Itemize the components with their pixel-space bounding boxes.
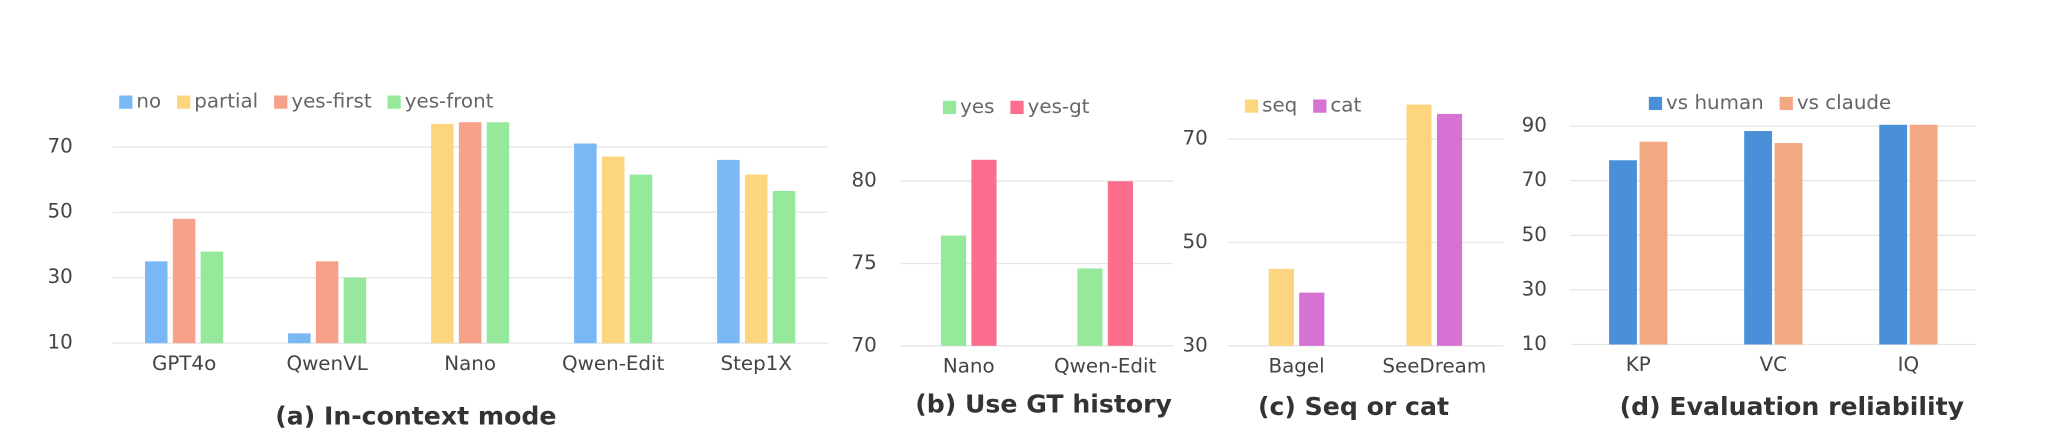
bar: [1879, 124, 1908, 345]
bar: [315, 261, 339, 344]
bar: [145, 261, 168, 344]
x-tick-label: Qwen-Edit: [562, 352, 665, 375]
bar: [1077, 268, 1103, 346]
bar: [744, 174, 768, 344]
x-tick-label: QwenVL: [286, 352, 367, 375]
bar: [629, 174, 653, 344]
y-tick-label: 70: [1183, 127, 1208, 150]
bar: [200, 251, 224, 344]
bar: [458, 122, 482, 344]
bar: [1609, 160, 1637, 345]
x-tick-label: Step1X: [720, 352, 791, 375]
x-tick-label: IQ: [1898, 353, 1920, 376]
legend-swatch: [1648, 96, 1663, 111]
y-tick-label: 10: [48, 331, 73, 354]
y-tick-label: 30: [1522, 277, 1547, 300]
legend-swatch: [177, 95, 191, 109]
bar: [1774, 143, 1803, 345]
chart-caption: (b) Use GT history: [915, 389, 1172, 418]
legend-label: cat: [1330, 94, 1361, 117]
legend-swatch: [1244, 99, 1259, 113]
legend-swatch: [274, 95, 288, 109]
bar: [343, 277, 367, 344]
legend-swatch: [1010, 100, 1024, 115]
chart-caption: (a) In-context mode: [275, 401, 556, 430]
legend-label: no: [136, 90, 161, 113]
bar: [1436, 113, 1463, 346]
legend-label: yes: [960, 95, 994, 118]
bar: [172, 218, 196, 344]
y-tick-label: 30: [48, 265, 73, 288]
legend-swatch: [387, 95, 401, 109]
x-tick-label: KP: [1626, 353, 1651, 376]
chart-caption: (c) Seq or cat: [1258, 392, 1449, 421]
bar: [601, 156, 625, 344]
x-tick-label: SeeDream: [1382, 355, 1486, 378]
legend-label: vs human: [1666, 91, 1764, 114]
x-tick-label: Nano: [943, 355, 995, 378]
bar: [1909, 124, 1938, 345]
y-tick-label: 70: [851, 333, 876, 356]
y-tick-label: 50: [48, 200, 73, 223]
x-tick-label: GPT4o: [152, 352, 216, 375]
y-tick-label: 70: [48, 134, 73, 157]
y-tick-label: 75: [851, 251, 876, 274]
bar: [431, 123, 454, 344]
bar: [1406, 104, 1432, 346]
legend-swatch: [119, 95, 133, 109]
y-tick-label: 80: [851, 169, 876, 192]
bar: [1299, 292, 1325, 346]
y-tick-label: 50: [1183, 230, 1208, 253]
bar: [1639, 141, 1668, 345]
legend-label: yes-gt: [1028, 95, 1090, 118]
bar: [574, 143, 597, 344]
bar: [717, 159, 740, 344]
legend-swatch: [1313, 99, 1327, 113]
bar: [772, 190, 796, 344]
y-tick-label: 70: [1522, 168, 1547, 191]
legend-swatch: [1779, 96, 1793, 111]
bar: [1268, 268, 1294, 346]
legend-swatch: [942, 100, 957, 115]
bar: [940, 235, 967, 346]
legend-label: partial: [194, 90, 258, 113]
y-tick-label: 30: [1183, 333, 1208, 356]
bar: [971, 159, 997, 346]
x-tick-label: Qwen-Edit: [1054, 355, 1157, 378]
x-tick-label: Bagel: [1268, 355, 1324, 378]
y-tick-label: 50: [1522, 223, 1547, 246]
bar: [486, 122, 510, 344]
legend-label: yes-first: [291, 90, 372, 113]
legend-label: vs claude: [1797, 91, 1891, 114]
y-tick-label: 10: [1522, 332, 1547, 355]
legend-label: seq: [1262, 94, 1297, 117]
bar: [1744, 131, 1772, 345]
x-tick-label: VC: [1760, 353, 1787, 376]
bar: [288, 333, 311, 344]
legend-label: yes-front: [405, 90, 494, 113]
bar: [1107, 181, 1133, 346]
y-tick-label: 90: [1522, 114, 1547, 137]
chart-caption: (d) Evaluation reliability: [1620, 392, 1964, 421]
x-tick-label: Nano: [444, 352, 496, 375]
